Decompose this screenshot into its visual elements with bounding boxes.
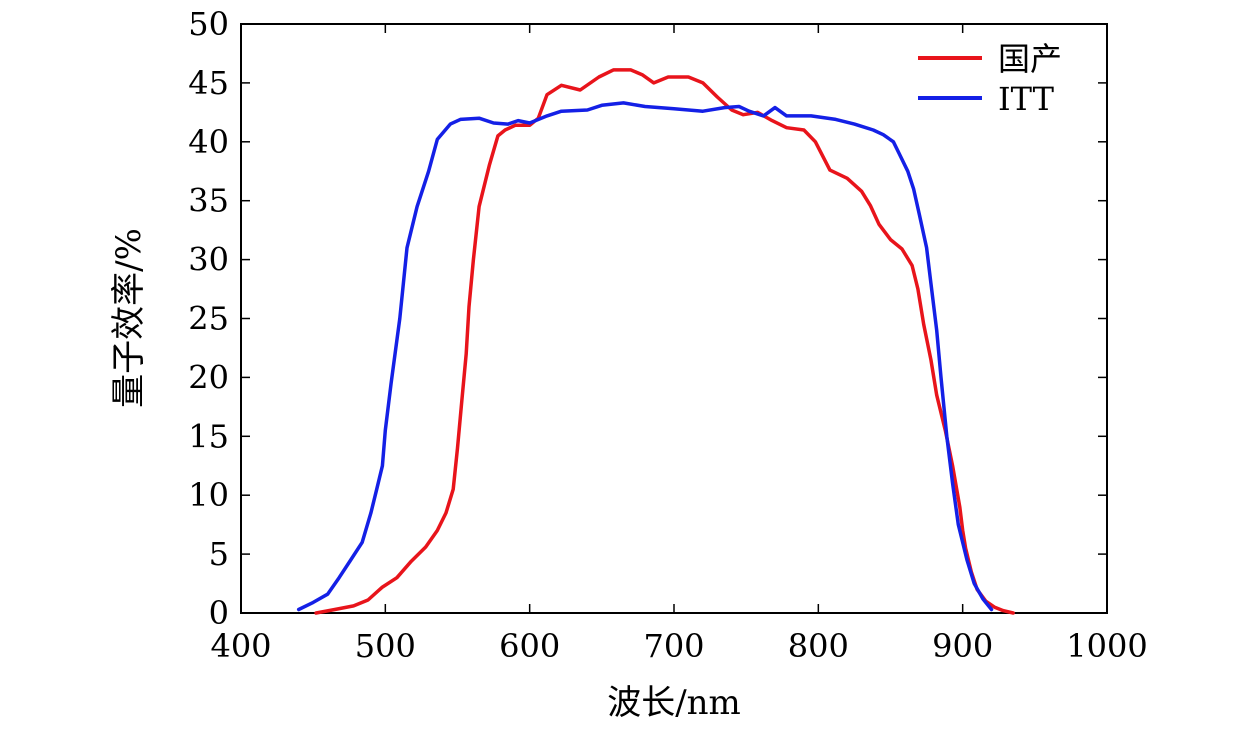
series-line-2 — [296, 101, 994, 612]
y-tick-label: 40 — [188, 123, 229, 161]
axis-ticks: 400 500 600 700 800 900 1000 0 5 10 15 20 25 30 35 40 45… — [188, 5, 1147, 665]
legend-label-series-2: ITT — [998, 80, 1055, 118]
x-tick-label: 600 — [499, 627, 560, 665]
legend-label-series-1: 国产 — [998, 40, 1062, 78]
series-layer — [296, 68, 1015, 615]
y-tick-label: 0 — [209, 594, 229, 632]
y-tick-label: 30 — [188, 241, 229, 279]
x-tick-label: 900 — [932, 627, 993, 665]
y-tick-label: 15 — [188, 417, 229, 455]
y-tick-label: 20 — [188, 358, 229, 396]
y-tick-label: 5 — [209, 535, 229, 573]
x-tick-label: 800 — [788, 627, 849, 665]
x-tick-label: 1000 — [1066, 627, 1147, 665]
y-tick-label: 10 — [188, 476, 229, 514]
x-tick-label: 500 — [355, 627, 416, 665]
y-tick-label: 35 — [188, 182, 229, 220]
x-tick-label: 700 — [643, 627, 704, 665]
y-tick-label: 25 — [188, 300, 229, 338]
x-tick-label: 400 — [210, 627, 271, 665]
y-tick-label: 50 — [188, 5, 229, 43]
y-axis-title: 量子效率/% — [109, 228, 149, 408]
y-tick-label: 45 — [188, 64, 229, 102]
plot-frame — [240, 23, 1108, 614]
series-line-1 — [314, 68, 1015, 615]
legend: 国产 ITT — [918, 40, 1062, 118]
x-axis-title: 波长/nm — [607, 683, 741, 723]
